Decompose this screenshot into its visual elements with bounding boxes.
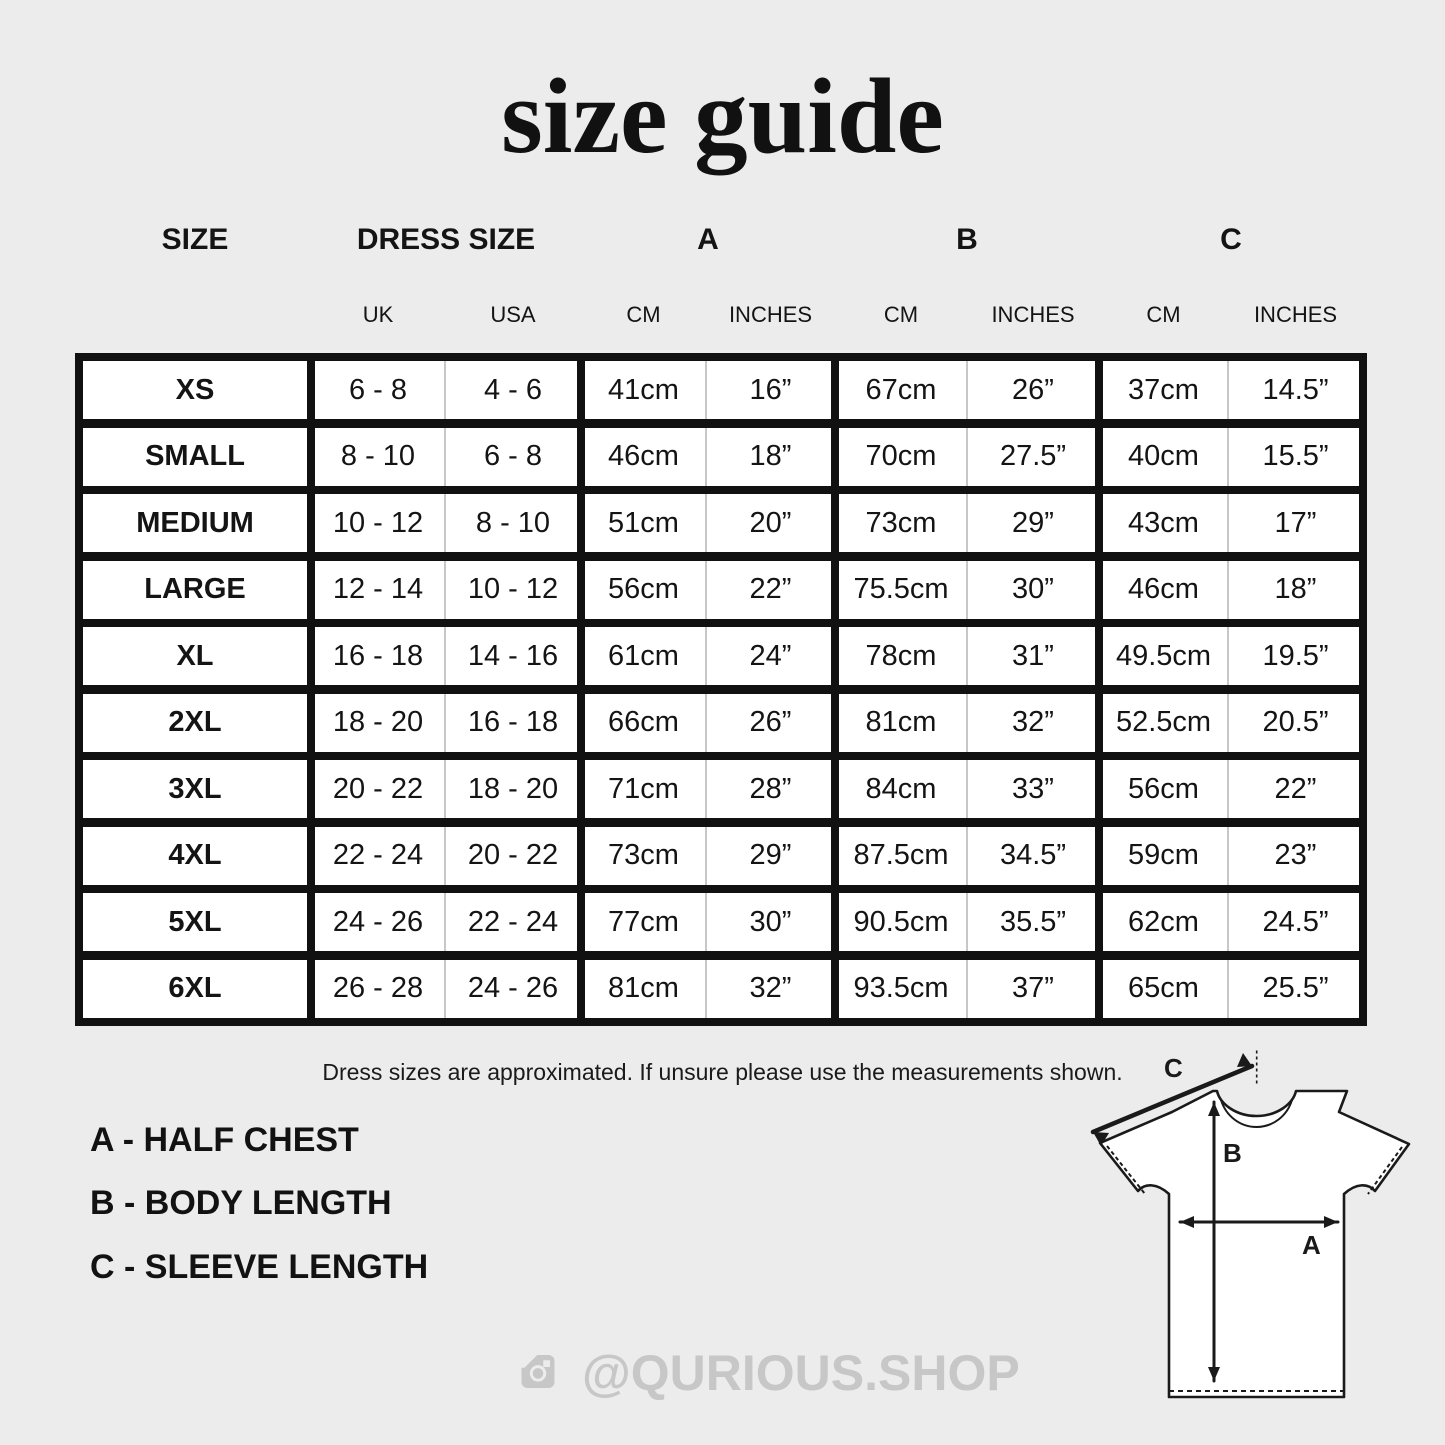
svg-text:C: C <box>1164 1053 1183 1083</box>
svg-text:A: A <box>1302 1230 1321 1260</box>
svg-text:B: B <box>1223 1138 1242 1168</box>
